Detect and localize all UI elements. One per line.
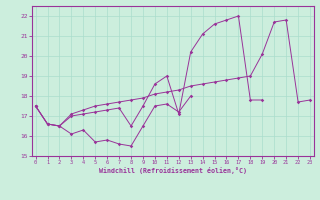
X-axis label: Windchill (Refroidissement éolien,°C): Windchill (Refroidissement éolien,°C) bbox=[99, 167, 247, 174]
